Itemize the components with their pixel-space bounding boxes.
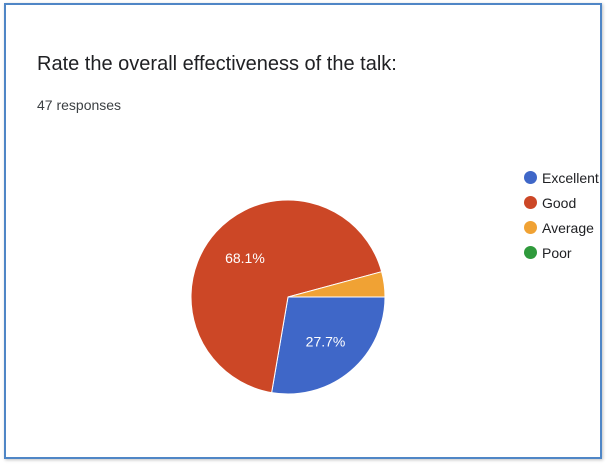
response-count: 47 responses — [37, 97, 122, 113]
pie-chart: 27.7% 68.1% — [190, 199, 386, 395]
legend-label-poor: Poor — [542, 244, 572, 261]
data-label-good: 68.1% — [225, 250, 265, 266]
pie-slice-good[interactable] — [190, 199, 383, 394]
legend-label-excellent: Excellent — [542, 169, 599, 186]
legend-item-average[interactable]: Average — [524, 215, 599, 240]
legend-swatch-good — [524, 196, 537, 209]
legend-swatch-poor — [524, 246, 537, 259]
legend-swatch-average — [524, 221, 537, 234]
chart-card: Rate the overall effectiveness of the ta… — [4, 3, 602, 459]
legend-item-excellent[interactable]: Excellent — [524, 165, 599, 190]
data-label-excellent: 27.7% — [306, 333, 346, 349]
chart-legend: Excellent Good Average Poor — [524, 165, 599, 265]
legend-item-good[interactable]: Good — [524, 190, 599, 215]
question-title: Rate the overall effectiveness of the ta… — [37, 53, 397, 75]
legend-label-average: Average — [542, 219, 594, 236]
legend-item-poor[interactable]: Poor — [524, 240, 599, 265]
legend-label-good: Good — [542, 194, 577, 211]
pie-slice-excellent[interactable] — [271, 296, 386, 395]
legend-swatch-excellent — [524, 171, 537, 184]
pie-slice-average[interactable] — [287, 271, 386, 298]
